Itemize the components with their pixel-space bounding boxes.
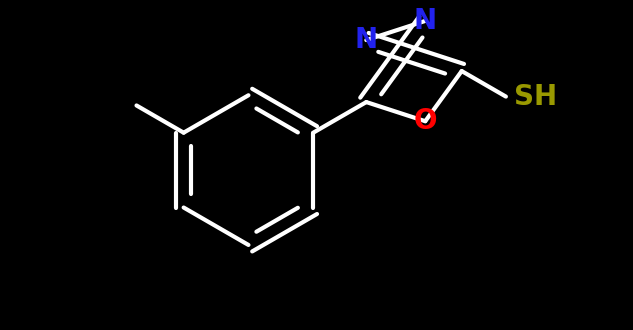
Text: N: N xyxy=(354,26,378,54)
Text: O: O xyxy=(413,107,437,135)
Text: N: N xyxy=(414,7,437,35)
Text: SH: SH xyxy=(515,82,558,111)
